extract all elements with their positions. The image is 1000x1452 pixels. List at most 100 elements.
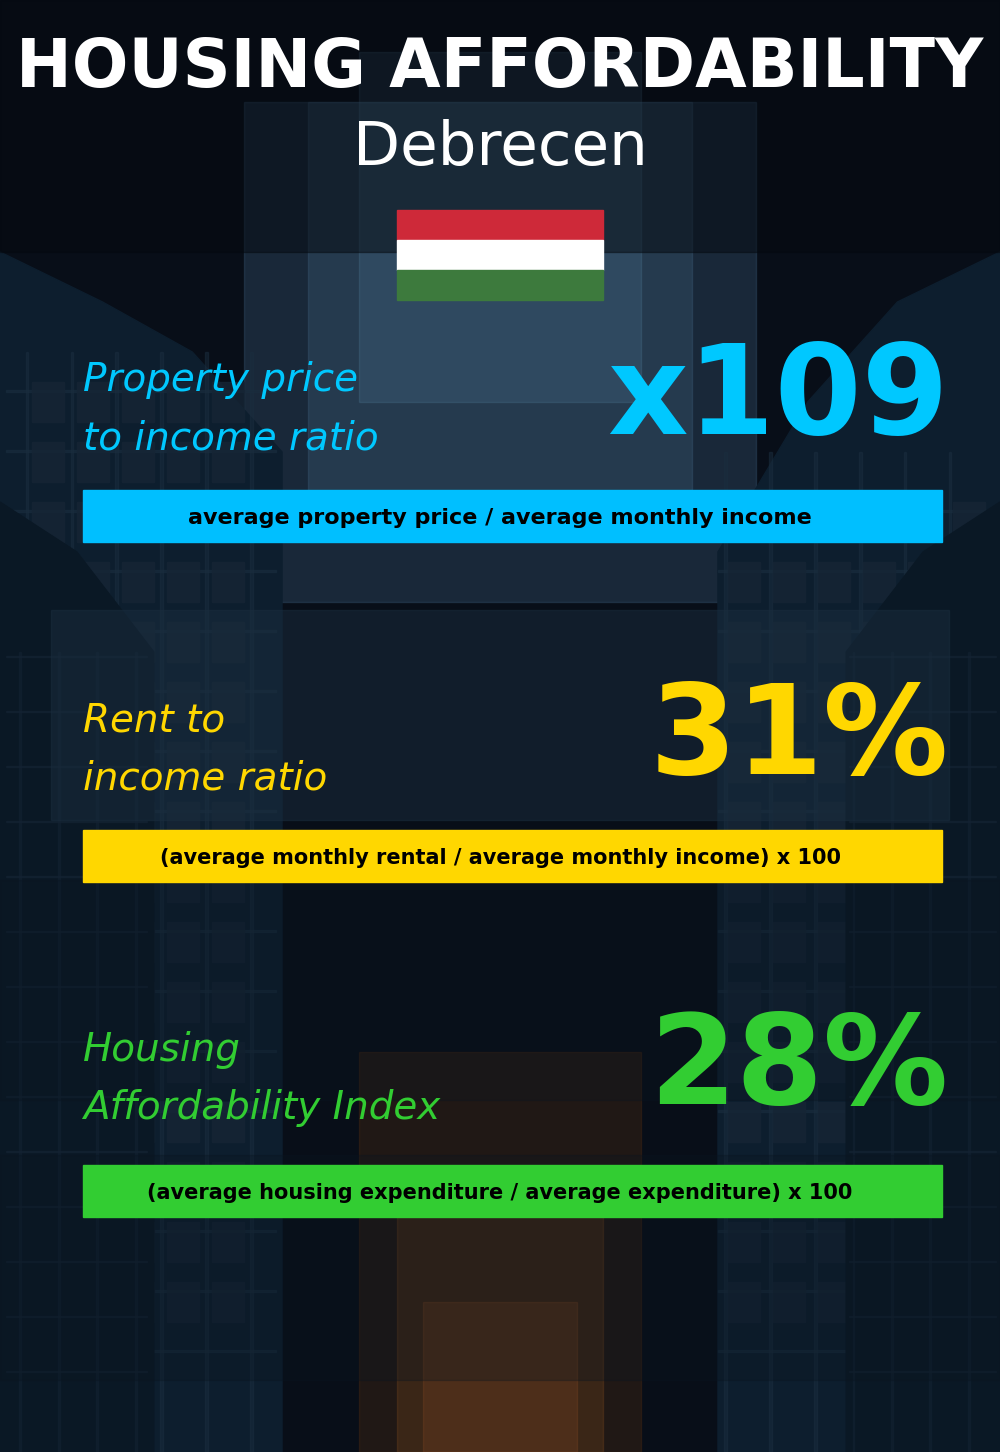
Bar xyxy=(718,1350,1000,1352)
Bar xyxy=(212,1043,244,1082)
Bar xyxy=(6,931,147,932)
Bar xyxy=(904,452,906,1452)
Bar xyxy=(818,1223,850,1262)
Bar xyxy=(953,1162,985,1202)
Bar xyxy=(212,982,244,1022)
Bar xyxy=(718,810,1000,812)
Bar xyxy=(849,655,996,656)
Bar xyxy=(212,621,244,662)
Bar xyxy=(863,742,895,783)
Bar xyxy=(773,502,805,542)
Bar xyxy=(773,802,805,842)
Bar xyxy=(849,820,996,822)
Bar xyxy=(32,922,64,963)
Bar xyxy=(849,710,996,711)
Bar xyxy=(718,1230,1000,1231)
Bar xyxy=(167,562,199,603)
Bar xyxy=(849,1205,996,1207)
Bar xyxy=(205,351,208,1452)
Text: 31%: 31% xyxy=(649,680,949,800)
Bar xyxy=(212,742,244,783)
Bar xyxy=(6,571,276,572)
Bar xyxy=(167,802,199,842)
Bar xyxy=(863,1162,895,1202)
Bar xyxy=(728,1162,760,1202)
Text: (average monthly rental / average monthly income) x 100: (average monthly rental / average monthl… xyxy=(160,848,840,868)
Bar xyxy=(718,571,1000,572)
Bar xyxy=(849,1260,996,1262)
Bar xyxy=(308,102,692,502)
Bar xyxy=(6,751,276,752)
Bar xyxy=(250,351,253,1452)
Bar xyxy=(77,621,109,662)
Bar xyxy=(359,52,641,402)
Bar xyxy=(953,982,985,1022)
Bar xyxy=(769,452,772,1452)
Bar xyxy=(397,211,603,240)
Bar xyxy=(6,1095,147,1098)
Bar xyxy=(122,742,154,783)
Bar xyxy=(849,876,996,877)
Bar xyxy=(71,351,73,1452)
Bar xyxy=(908,682,940,722)
Polygon shape xyxy=(846,502,1000,1452)
Bar xyxy=(853,652,854,1452)
Bar xyxy=(6,870,276,873)
Bar xyxy=(728,862,760,902)
Text: income ratio: income ratio xyxy=(83,759,328,797)
Bar xyxy=(773,562,805,603)
Bar xyxy=(0,0,1000,253)
Bar xyxy=(167,982,199,1022)
Text: Debrecen: Debrecen xyxy=(353,119,647,177)
Bar xyxy=(728,1223,760,1262)
Bar xyxy=(863,502,895,542)
Bar xyxy=(32,502,64,542)
Bar xyxy=(908,1162,940,1202)
Text: HOUSING AFFORDABILITY: HOUSING AFFORDABILITY xyxy=(16,35,984,102)
Bar xyxy=(773,682,805,722)
Bar xyxy=(849,931,996,932)
Bar xyxy=(818,621,850,662)
Bar xyxy=(167,742,199,783)
Bar xyxy=(728,1102,760,1143)
Bar xyxy=(728,982,760,1022)
Bar xyxy=(863,621,895,662)
Bar xyxy=(212,862,244,902)
Polygon shape xyxy=(0,253,282,1452)
Bar xyxy=(397,240,603,270)
Bar xyxy=(849,1150,996,1151)
Bar xyxy=(83,489,942,542)
Bar xyxy=(908,1282,940,1321)
Bar xyxy=(718,1170,1000,1172)
Bar xyxy=(77,982,109,1022)
Bar xyxy=(953,621,985,662)
Bar xyxy=(122,502,154,542)
Bar xyxy=(32,1102,64,1143)
Bar xyxy=(818,682,850,722)
Bar xyxy=(908,1223,940,1262)
Bar xyxy=(953,922,985,963)
Bar xyxy=(397,270,603,301)
Bar xyxy=(728,682,760,722)
Bar xyxy=(6,630,276,632)
Bar xyxy=(32,382,64,423)
Bar xyxy=(32,562,64,603)
Bar xyxy=(244,102,756,603)
Bar xyxy=(908,621,940,662)
Bar xyxy=(6,1289,276,1292)
Bar xyxy=(122,1043,154,1082)
Bar xyxy=(953,1043,985,1082)
Bar xyxy=(818,562,850,603)
Bar xyxy=(773,1162,805,1202)
Bar xyxy=(167,1043,199,1082)
Bar xyxy=(397,1202,603,1452)
Bar xyxy=(32,982,64,1022)
Bar xyxy=(773,982,805,1022)
Bar xyxy=(728,621,760,662)
Bar xyxy=(160,351,163,1452)
Bar xyxy=(863,802,895,842)
Bar xyxy=(953,1282,985,1321)
Bar xyxy=(212,562,244,603)
Bar xyxy=(6,1350,276,1352)
Bar xyxy=(6,820,147,822)
